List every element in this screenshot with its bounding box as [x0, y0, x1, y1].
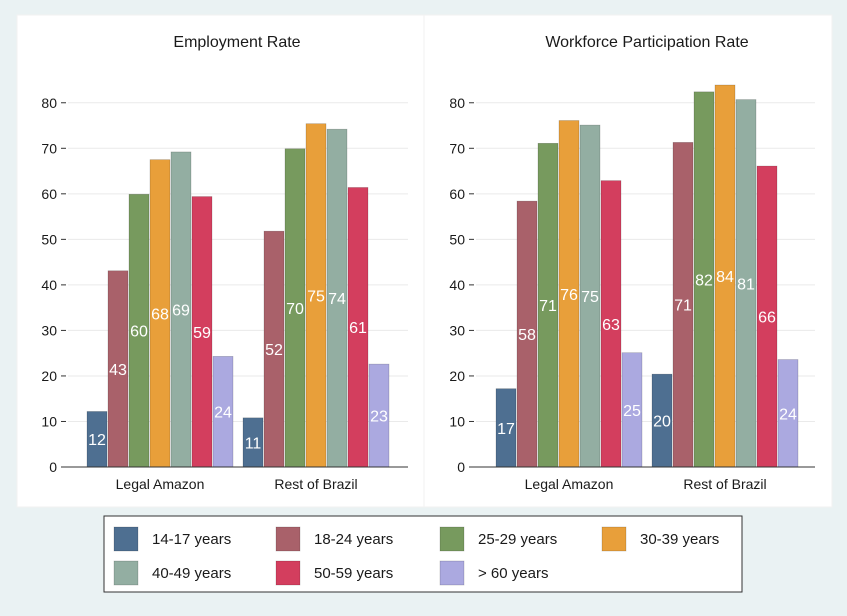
- legend-swatch: [113, 526, 139, 552]
- y-tick-label: 50: [41, 231, 57, 247]
- legend-label: 50-59 years: [314, 565, 393, 582]
- bar-value-label: 69: [172, 302, 190, 319]
- y-tick-label: 30: [41, 322, 57, 338]
- bar-value-label: 23: [370, 409, 388, 426]
- bar-value-label: 75: [581, 289, 599, 306]
- bar-value-label: 66: [758, 310, 776, 327]
- y-tick-label: 80: [41, 95, 57, 111]
- bar-value-label: 59: [193, 325, 211, 342]
- y-tick-label: 0: [49, 459, 57, 475]
- legend-swatch: [439, 560, 465, 586]
- bar-value-label: 61: [349, 320, 367, 337]
- bar-value-label: 71: [674, 298, 692, 315]
- bar-value-label: 70: [286, 301, 304, 318]
- bar-value-label: 82: [695, 272, 713, 289]
- legend-swatch: [439, 526, 465, 552]
- bar-value-label: 24: [779, 406, 797, 423]
- legend-swatch: [275, 526, 301, 552]
- x-category-label: Rest of Brazil: [274, 476, 357, 492]
- y-tick-label: 0: [457, 459, 465, 475]
- x-category-label: Legal Amazon: [525, 476, 614, 492]
- bar-value-label: 17: [497, 421, 515, 438]
- chart-panel-2: Workforce Participation Rate 0 10 20 30 40 50 6…: [423, 14, 833, 508]
- legend-swatch: [275, 560, 301, 586]
- y-tick-label: 10: [449, 413, 465, 429]
- y-tick-label: 70: [449, 140, 465, 156]
- legend-swatch: [601, 526, 627, 552]
- y-tick-label: 20: [449, 368, 465, 384]
- bar-value-label: 58: [518, 327, 536, 344]
- bar-value-label: 81: [737, 276, 755, 293]
- y-tick-label: 60: [41, 186, 57, 202]
- chart-title: Workforce Participation Rate: [545, 34, 748, 51]
- y-tick-label: 50: [449, 231, 465, 247]
- x-category-label: Rest of Brazil: [683, 476, 766, 492]
- bar-value-label: 11: [245, 435, 262, 452]
- bar-value-label: 25: [623, 403, 641, 420]
- y-tick-label: 10: [41, 413, 57, 429]
- y-tick-label: 80: [449, 95, 465, 111]
- bar-value-label: 76: [560, 287, 578, 304]
- bar-value-label: 63: [602, 317, 620, 334]
- bar-value-label: 60: [130, 324, 148, 341]
- y-tick-label: 70: [41, 140, 57, 156]
- chart-title: Employment Rate: [173, 34, 300, 51]
- bar-value-label: 43: [109, 362, 127, 379]
- legend-box: [103, 515, 743, 593]
- y-tick-label: 40: [449, 277, 465, 293]
- bar-value-label: 52: [265, 342, 283, 359]
- y-tick-label: 20: [41, 368, 57, 384]
- bar-value-label: 71: [539, 298, 557, 315]
- bar-value-label: 12: [88, 432, 106, 449]
- legend-label: 18-24 years: [314, 531, 393, 548]
- x-category-label: Legal Amazon: [116, 476, 205, 492]
- chart-panel-1: Employment Rate 0 10 20 30 40 50 60 70 80 12 11 43 52…: [16, 14, 426, 508]
- legend-label: > 60 years: [478, 565, 548, 582]
- bar-value-label: 75: [307, 288, 325, 305]
- bar-value-label: 20: [653, 414, 671, 431]
- legend-label: 14-17 years: [152, 531, 231, 548]
- bar-value-label: 74: [328, 291, 346, 308]
- bar-value-label: 68: [151, 306, 169, 323]
- y-tick-label: 30: [449, 322, 465, 338]
- bar-value-label: 24: [214, 405, 232, 422]
- bar-value-label: 84: [716, 269, 734, 286]
- y-tick-label: 60: [449, 186, 465, 202]
- legend-swatch: [113, 560, 139, 586]
- legend-label: 30-39 years: [640, 531, 719, 548]
- y-tick-label: 40: [41, 277, 57, 293]
- legend: 14-17 years 18-24 years 25-29 years 30-39 y…: [103, 515, 743, 593]
- legend-label: 40-49 years: [152, 565, 231, 582]
- legend-label: 25-29 years: [478, 531, 557, 548]
